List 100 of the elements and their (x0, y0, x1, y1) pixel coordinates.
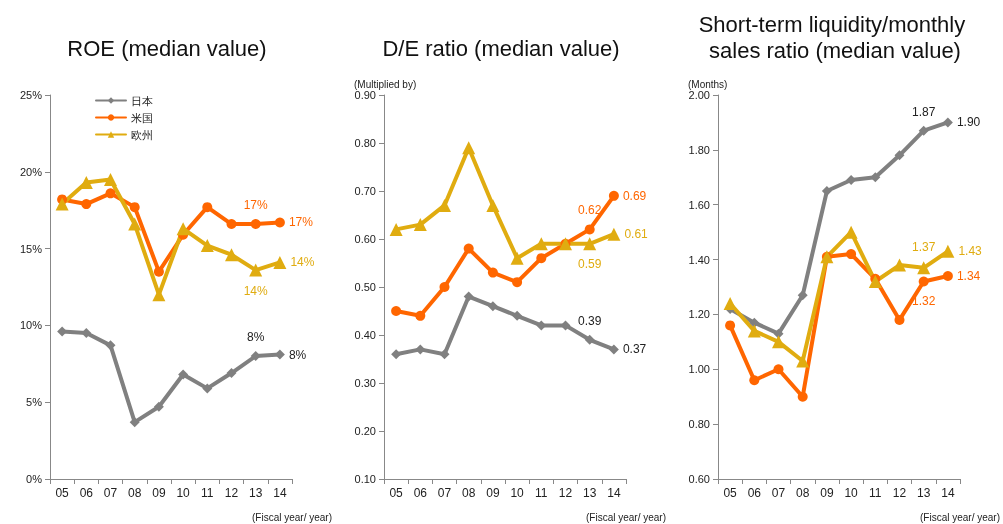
data-label: 1.87 (912, 104, 936, 119)
point (129, 202, 140, 213)
y-tick-label: 2.00 (688, 89, 710, 101)
y-tick-label: 1.40 (688, 253, 710, 266)
y-tick-label: 0.40 (354, 329, 376, 341)
y-tick-label: 0.30 (354, 377, 376, 389)
point (725, 320, 736, 331)
y-axis-title: (Months) (688, 79, 728, 91)
x-tick-label: 05 (389, 486, 404, 500)
point (868, 275, 882, 289)
x-tick-label: 05 (55, 486, 70, 500)
point (510, 251, 524, 265)
data-label: 0.37 (622, 342, 647, 357)
point (917, 261, 931, 275)
x-tick-label: 08 (462, 486, 476, 500)
data-label: 0.69 (622, 188, 647, 203)
y-tick-label: 25% (19, 89, 43, 101)
point (486, 198, 500, 212)
point (584, 334, 595, 345)
y-tick-label: 1.00 (688, 363, 710, 376)
x-tick-label: 10 (844, 486, 859, 500)
x-tick-label: 12 (558, 486, 573, 500)
point (438, 198, 451, 212)
point (773, 364, 784, 375)
x-axis-title: (Fiscal year/ year) (919, 511, 1000, 523)
point (747, 324, 761, 338)
point (918, 276, 929, 287)
point (797, 290, 808, 301)
point (584, 224, 595, 235)
point (225, 248, 238, 262)
data-label: 8% (288, 347, 307, 362)
x-tick-label: 13 (249, 486, 263, 500)
point (415, 310, 426, 321)
point (512, 310, 523, 321)
point (250, 351, 261, 362)
point (153, 266, 164, 277)
x-tick-label: 07 (437, 486, 452, 500)
data-label: 17% (288, 215, 314, 230)
data-label: 1.90 (956, 115, 981, 130)
point (749, 317, 760, 328)
x-tick-label: 12 (892, 486, 907, 500)
y-tick-label: 0.50 (354, 281, 376, 293)
y-tick-label: 0.70 (354, 185, 376, 197)
x-tick-label: 09 (486, 486, 500, 500)
point (226, 219, 237, 230)
data-label: 1.37 (912, 240, 936, 255)
y-tick-label: 0.20 (354, 425, 376, 437)
point (129, 417, 140, 428)
x-tick-label: 13 (917, 486, 931, 500)
chart-title: D/E ratio (median value) (382, 35, 620, 61)
data-label: 0.59 (578, 257, 602, 272)
point (439, 282, 450, 292)
y-tick-label: 0.90 (354, 89, 376, 101)
point (723, 296, 737, 310)
point (797, 391, 808, 402)
point (846, 249, 857, 260)
x-tick-label: 11 (869, 486, 882, 500)
data-label: 14% (290, 255, 315, 270)
x-tick-label: 14 (273, 486, 287, 500)
point (413, 218, 427, 232)
point (389, 222, 403, 236)
point (415, 344, 426, 355)
point (202, 202, 213, 213)
point (250, 219, 261, 230)
point (273, 255, 287, 269)
data-label: 0.61 (624, 227, 649, 242)
legend-label: 日本 (131, 94, 153, 107)
point (608, 190, 619, 201)
point (942, 271, 953, 282)
x-tick-label: 06 (413, 486, 428, 500)
point (55, 197, 69, 211)
y-tick-label: 1.80 (688, 143, 710, 156)
x-tick-label: 06 (747, 486, 762, 500)
point (487, 267, 498, 278)
data-label: 1.43 (958, 244, 983, 259)
y-tick-label: 1.20 (688, 308, 710, 321)
point (152, 288, 166, 302)
x-tick-label: 08 (128, 486, 142, 500)
chart-title: Short-term liquidity/monthly sales ratio (median value) (698, 11, 972, 63)
x-tick-label: 13 (583, 486, 597, 500)
point (870, 172, 881, 183)
chart-title: ROE (median value) (67, 35, 267, 61)
x-axis-title: (Fiscal year/ year) (251, 511, 332, 523)
point (81, 328, 92, 339)
point (894, 150, 905, 161)
data-label: 8% (247, 330, 265, 345)
point (749, 375, 760, 386)
x-tick-label: 11 (201, 486, 214, 500)
point (918, 125, 929, 136)
point (178, 369, 189, 380)
point (942, 117, 953, 128)
x-tick-label: 07 (771, 486, 786, 500)
point (105, 188, 116, 199)
data-label: 17% (243, 198, 269, 213)
point (202, 383, 213, 394)
point (821, 186, 832, 196)
y-tick-label: 20% (19, 165, 43, 178)
x-tick-label: 10 (510, 486, 525, 500)
data-label: 0.39 (578, 313, 602, 328)
point (844, 225, 858, 239)
